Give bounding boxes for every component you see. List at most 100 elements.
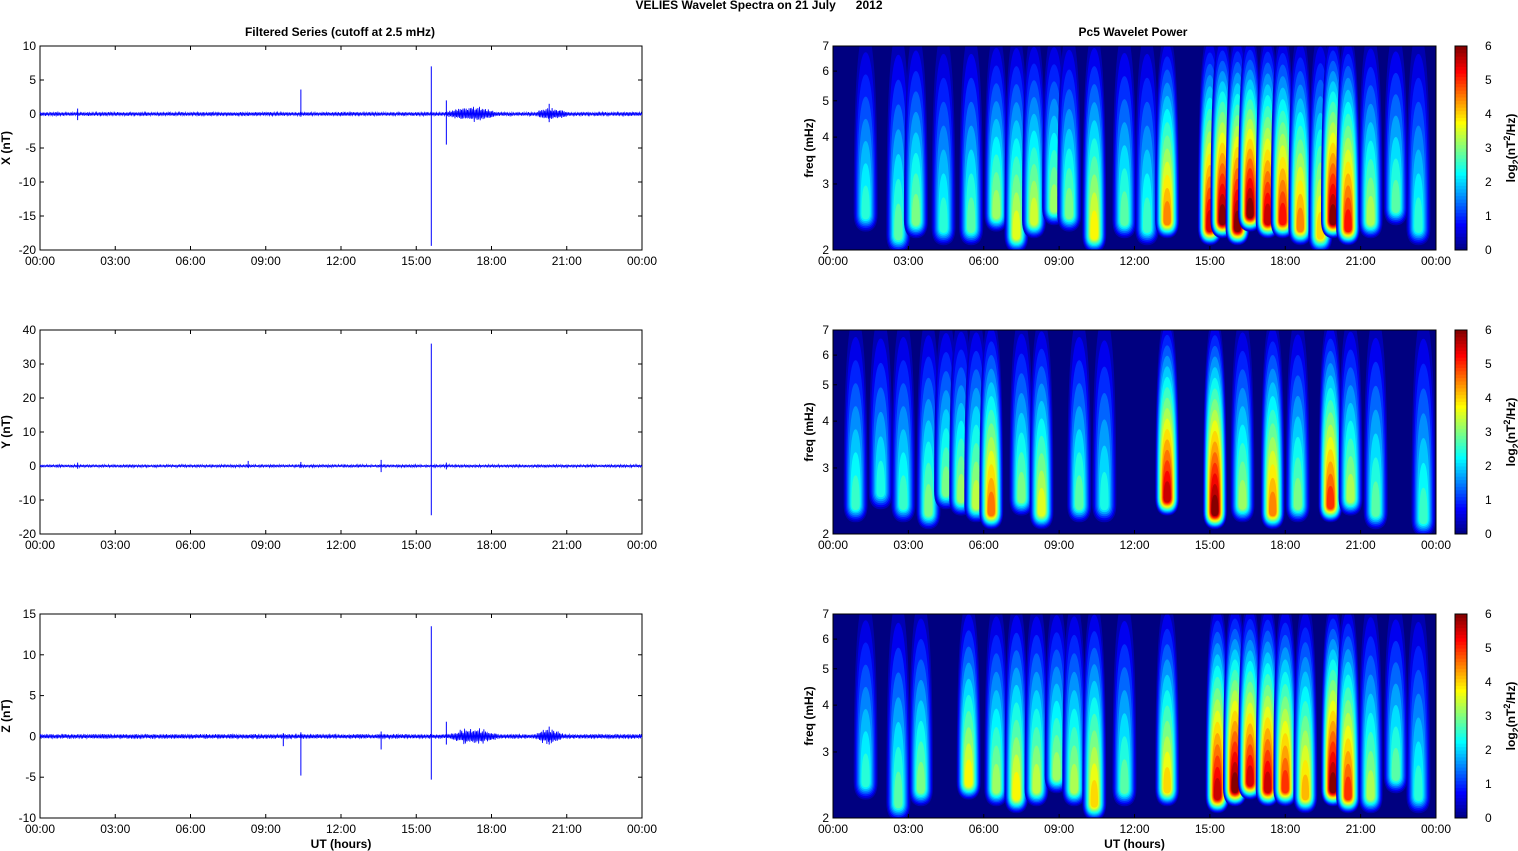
wavelet-burst xyxy=(964,759,973,787)
colorbar-swatch xyxy=(1455,486,1467,491)
x-tick-label: 00:00 xyxy=(818,822,848,836)
colorbar-swatch xyxy=(1455,705,1467,710)
y-tick-label: -5 xyxy=(25,141,36,155)
colorbar-swatch xyxy=(1455,202,1467,207)
colorbar: 0 1 2 3 4 5 6 log2(nT2/Hz) xyxy=(1454,323,1518,541)
wavelet-burst xyxy=(924,483,933,517)
colorbar-swatch xyxy=(1455,80,1467,84)
wavelet-burst xyxy=(894,771,903,809)
wavelet-burst xyxy=(1163,481,1171,503)
x-tick-label: 18:00 xyxy=(1270,538,1300,552)
colorbar-swatch xyxy=(1455,442,1467,447)
x-tick-label: 15:00 xyxy=(1195,538,1225,552)
colorbar-swatch xyxy=(1455,729,1467,734)
wavelet-panel-x-wavelet: 2 3 4 5 6 7 00:00 03:00 06:00 09:00 12:00 15:00 18:0… xyxy=(802,39,1518,268)
wavelet-burst xyxy=(1279,202,1287,226)
x-tick-label: 00:00 xyxy=(1421,538,1451,552)
colorbar-swatch xyxy=(1455,746,1467,751)
colorbar-tick-label: 5 xyxy=(1485,357,1492,371)
colorbar-swatch xyxy=(1455,100,1467,105)
colorbar-swatch xyxy=(1455,110,1467,115)
wavelet-burst xyxy=(1269,491,1277,517)
wavelet-burst xyxy=(861,185,870,220)
colorbar-swatch xyxy=(1455,750,1467,754)
colorbar-swatch xyxy=(1455,682,1467,686)
wavelet-burst xyxy=(1070,763,1079,794)
y-tick-label: 5 xyxy=(29,689,36,703)
wavelet-burst xyxy=(1075,475,1084,511)
y-tick-label: -20 xyxy=(19,243,37,257)
colorbar-swatch xyxy=(1455,438,1467,443)
colorbar-swatch xyxy=(1455,496,1467,501)
wavelet-burst xyxy=(1281,770,1289,794)
colorbar-swatch xyxy=(1455,374,1467,379)
colorbar-swatch xyxy=(1455,117,1467,122)
y-tick-label: 20 xyxy=(23,391,37,405)
wavelet-burst xyxy=(1120,759,1129,795)
y-tick-label: 5 xyxy=(29,73,36,87)
colorbar-swatch xyxy=(1455,760,1467,765)
colorbar-swatch xyxy=(1455,807,1467,812)
y-tick-label: 0 xyxy=(29,107,36,121)
colorbar-swatch xyxy=(1455,165,1467,169)
x-tick-label: 15:00 xyxy=(1195,822,1225,836)
y-tick-label: 10 xyxy=(23,39,37,53)
x-tick-label: 21:00 xyxy=(1346,254,1376,268)
colorbar-tick-label: 3 xyxy=(1485,425,1492,439)
colorbar-swatch xyxy=(1455,333,1467,338)
colorbar-swatch xyxy=(1455,103,1467,108)
colorbar-swatch xyxy=(1455,148,1467,152)
colorbar-swatch xyxy=(1455,668,1467,673)
colorbar-swatch xyxy=(1455,168,1467,173)
colorbar-swatch xyxy=(1455,620,1467,625)
colorbar-swatch xyxy=(1455,814,1467,819)
colorbar-swatch xyxy=(1455,503,1467,508)
colorbar-swatch xyxy=(1455,719,1467,724)
x-tick-label: 00:00 xyxy=(1421,254,1451,268)
wavelet-burst xyxy=(967,197,976,233)
wavelet-burst xyxy=(1142,197,1152,233)
x-tick-label: 09:00 xyxy=(251,254,281,268)
signal-trace xyxy=(39,728,643,745)
wavelet-burst xyxy=(1163,766,1171,794)
colorbar-swatch xyxy=(1455,66,1467,71)
x-tick-label: 18:00 xyxy=(476,254,506,268)
wavelet-burst xyxy=(876,460,886,498)
x-tick-label: 21:00 xyxy=(552,254,582,268)
wavelet-burst xyxy=(1329,772,1337,794)
x-tick-label: 03:00 xyxy=(893,254,923,268)
colorbar-tick-label: 5 xyxy=(1485,641,1492,655)
colorbar-swatch xyxy=(1455,801,1467,805)
colorbar-swatch xyxy=(1455,658,1467,663)
colorbar-swatch xyxy=(1455,120,1467,125)
colorbar-swatch xyxy=(1455,69,1467,74)
colorbar-swatch xyxy=(1455,387,1467,392)
wavelet-burst xyxy=(1030,197,1038,226)
colorbar-swatch xyxy=(1455,188,1467,193)
wavelet-burst xyxy=(1017,471,1026,504)
colorbar-swatch xyxy=(1455,784,1467,788)
y-tick-label: -10 xyxy=(19,811,37,825)
wavelet-burst xyxy=(1346,473,1355,504)
colorbar-swatch xyxy=(1455,175,1467,180)
signal-trace xyxy=(39,463,643,469)
wavelet-panel-y-wavelet: 2 3 4 5 6 7 00:00 03:00 06:00 09:00 12:00 15:00 18:0… xyxy=(802,323,1518,552)
x-tick-label: 09:00 xyxy=(1044,538,1074,552)
colorbar-frame xyxy=(1454,45,1468,251)
wavelet-burst xyxy=(1231,772,1239,794)
colorbar-swatch xyxy=(1455,404,1467,409)
wavelet-burst xyxy=(987,491,995,517)
wavelet-burst xyxy=(1120,191,1129,227)
colorbar-swatch xyxy=(1455,517,1467,521)
colorbar-swatch xyxy=(1455,716,1467,720)
x-tick-label: 12:00 xyxy=(1119,254,1149,268)
colorbar-swatch xyxy=(1455,52,1467,57)
colorbar-swatch xyxy=(1455,209,1467,214)
colorbar-swatch xyxy=(1455,624,1467,629)
colorbar-swatch xyxy=(1455,398,1467,402)
colorbar-swatch xyxy=(1455,753,1467,758)
wavelet-burst xyxy=(1391,179,1400,214)
colorbar-swatch xyxy=(1455,144,1467,149)
x-tick-label: 15:00 xyxy=(401,822,431,836)
colorbar-swatch xyxy=(1455,377,1467,382)
